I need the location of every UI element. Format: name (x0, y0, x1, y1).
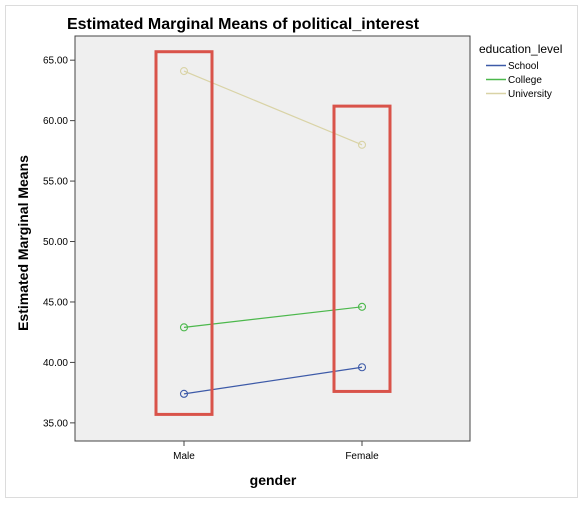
y-axis-title: Estimated Marginal Means (15, 155, 31, 331)
highlight-box-male (154, 50, 214, 416)
series-line-university (183, 70, 363, 146)
estimated-marginal-means-chart: Estimated Marginal Means of political_in… (15, 16, 562, 488)
legend-label-college: College (508, 75, 542, 86)
data-point-university-male (179, 67, 189, 76)
x-axis-title: gender (250, 472, 297, 488)
y-tick-label: 50.00 (43, 237, 68, 248)
legend-label-university: University (508, 89, 552, 100)
data-point-university-female (357, 140, 367, 149)
highlight-layer (154, 50, 392, 416)
y-tick-label: 55.00 (43, 177, 68, 188)
chart-container: Estimated Marginal Means of political_in… (5, 5, 578, 498)
legend-title: education_level (479, 42, 562, 56)
y-tick-label: 45.00 (43, 297, 68, 308)
series-line-college (183, 306, 363, 328)
y-tick-label: 40.00 (43, 358, 68, 369)
x-tick-label: Male (173, 451, 195, 462)
data-point-school-female (357, 363, 367, 372)
legend-label-school: School (508, 61, 539, 72)
x-tick-label: Female (345, 451, 379, 462)
y-axis: 35.00 40.00 45.00 50.00 55.00 60.00 65.00 (43, 56, 75, 429)
data-point-college-female (357, 302, 367, 311)
series-layer (179, 67, 367, 398)
plot-area (74, 35, 471, 442)
y-tick-label: 65.00 (43, 56, 68, 67)
series-line-school (183, 366, 363, 395)
data-point-school-male (179, 389, 189, 398)
legend: education_level School College University (479, 42, 562, 100)
x-axis: Male Female (173, 441, 379, 462)
chart-title: Estimated Marginal Means of political_in… (67, 16, 420, 33)
y-tick-label: 35.00 (43, 418, 68, 429)
data-point-college-male (179, 323, 189, 332)
highlight-box-female (332, 104, 392, 393)
y-tick-label: 60.00 (43, 116, 68, 127)
legend-items: School College University (486, 61, 552, 100)
